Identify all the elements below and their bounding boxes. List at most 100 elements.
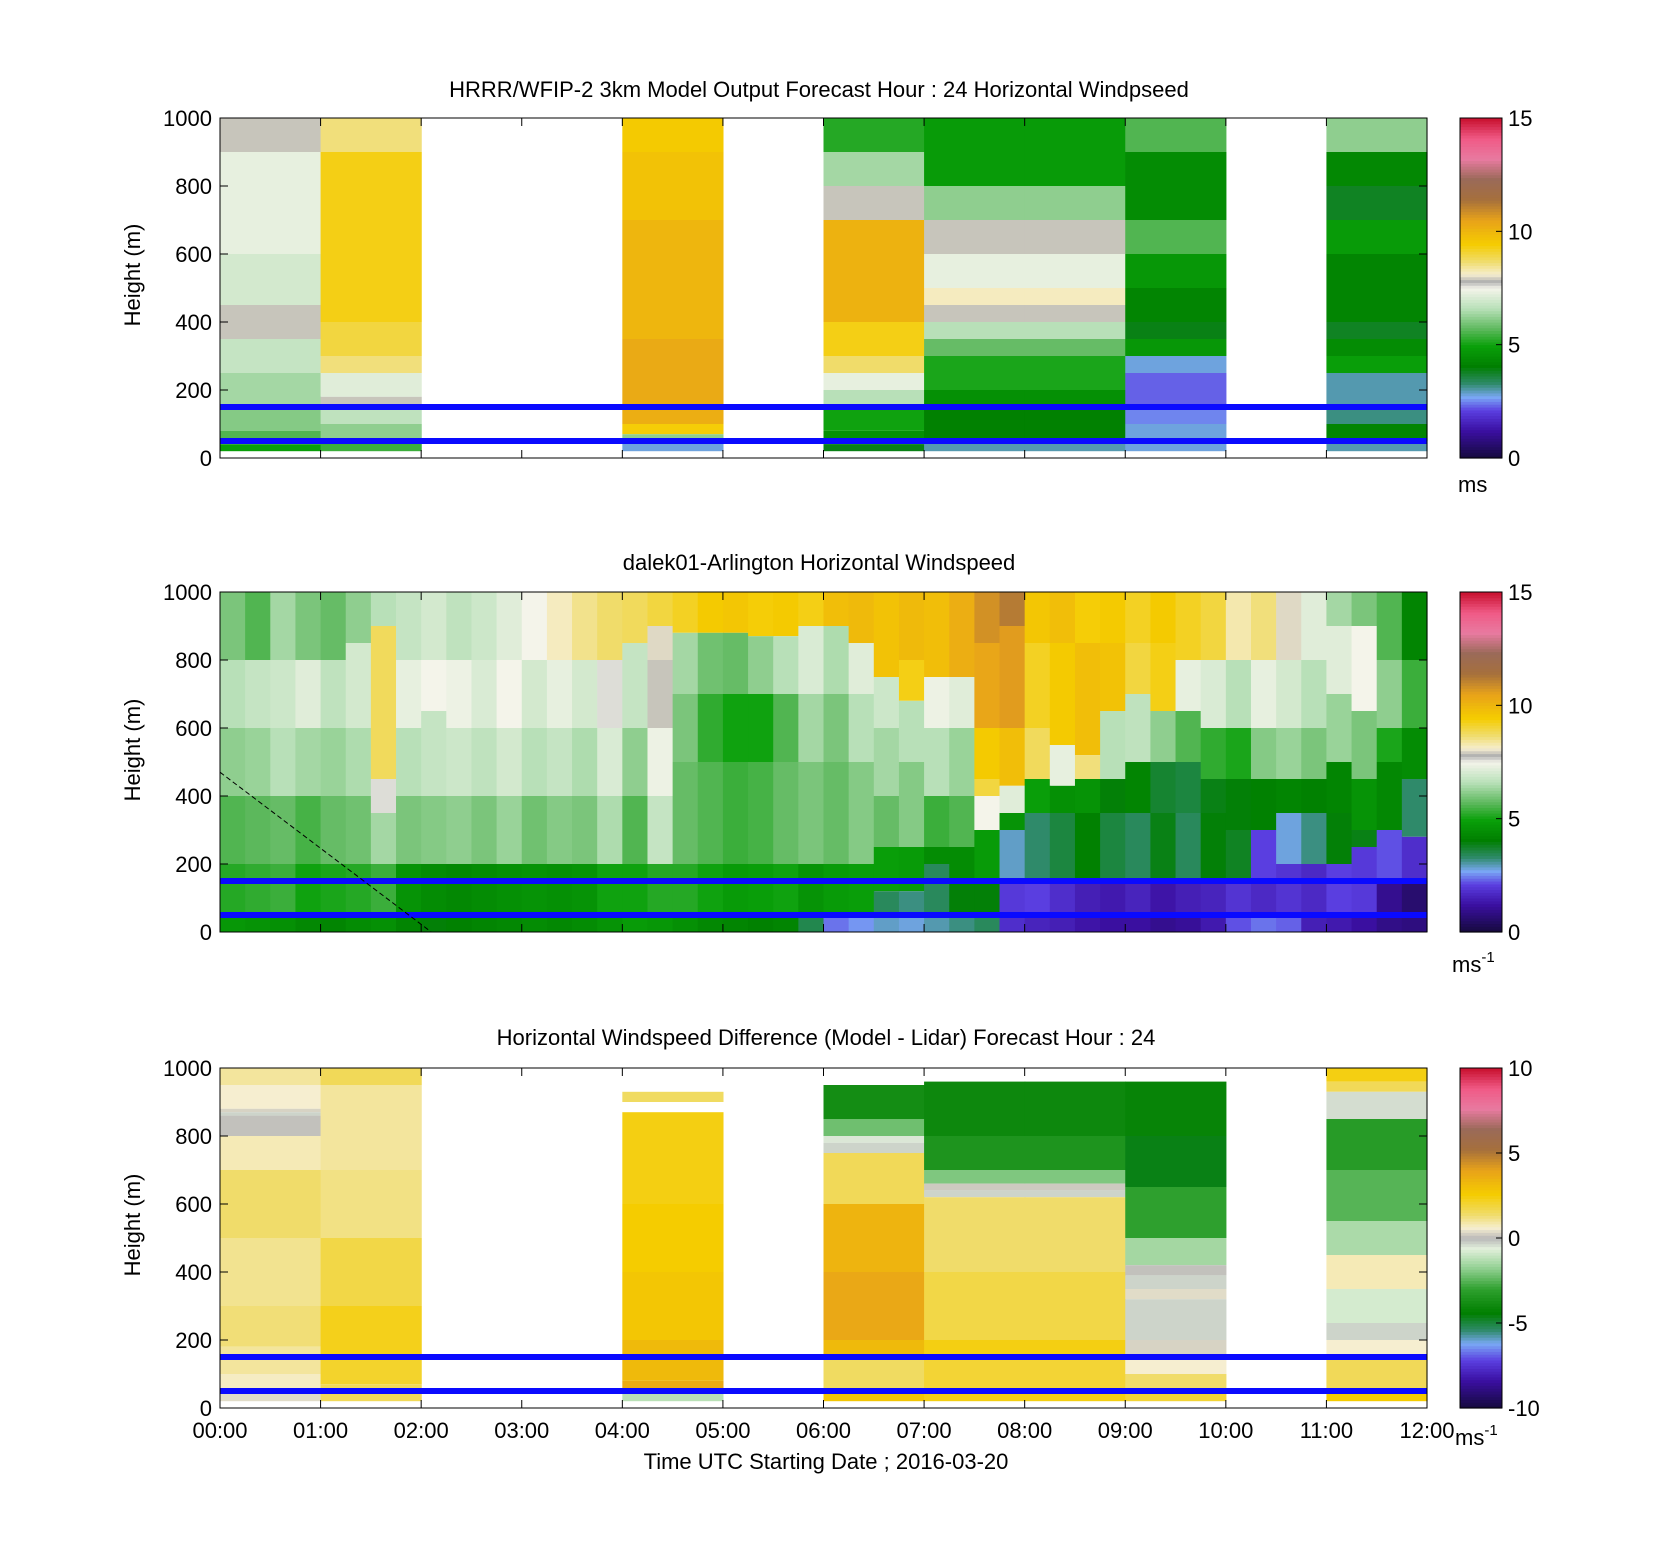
heatmap-cell <box>220 373 322 407</box>
y-tick-label: 400 <box>175 1260 212 1285</box>
colorbar: -10 -5 0 5 10 <box>1459 1056 1540 1421</box>
y-tick-label: 200 <box>175 1328 212 1353</box>
heatmap-cell <box>1100 643 1126 711</box>
heatmap-cell <box>496 660 523 728</box>
colorbar-segment <box>1460 132 1502 136</box>
panel-title: HRRR/WFIP-2 3km Model Output Forecast Ho… <box>449 77 1189 102</box>
heatmap-cell <box>898 700 925 762</box>
heatmap-cell <box>622 152 724 220</box>
colorbar-segment <box>1460 1138 1502 1143</box>
colorbar-segment <box>1460 1096 1502 1100</box>
colorbar-segment <box>1460 790 1502 794</box>
colorbar-segment <box>1460 1124 1502 1129</box>
colorbar-segment <box>1460 713 1502 718</box>
colorbar-segment <box>1460 660 1502 664</box>
heatmap-cell <box>873 677 900 728</box>
colorbar-segment <box>1460 296 1502 300</box>
colorbar-segment <box>1460 739 1502 743</box>
colorbar-segment <box>1460 347 1502 351</box>
heatmap-cell <box>622 915 649 932</box>
colorbar-segment <box>1460 123 1502 128</box>
colorbar-segment <box>1460 611 1502 616</box>
heatmap-cell <box>949 728 975 796</box>
heatmap-cell <box>320 1238 422 1306</box>
colorbar-segment <box>1460 1110 1502 1114</box>
colorbar-segment <box>1460 1130 1502 1134</box>
heatmap-cell <box>873 796 900 847</box>
colorbar-segment <box>1460 186 1502 190</box>
heatmap-cell <box>622 796 649 864</box>
colorbar-segment <box>1460 631 1502 636</box>
colorbar-segment <box>1460 208 1502 213</box>
heatmap-cell <box>1024 1391 1126 1402</box>
colorbar-segment <box>1460 920 1502 925</box>
heatmap-cells <box>220 592 1428 932</box>
colorbar-segment <box>1460 668 1502 672</box>
heatmap-cell <box>245 796 271 864</box>
colorbar-segment <box>1460 163 1502 167</box>
heatmap-cell <box>999 728 1026 786</box>
heatmap-cell <box>446 796 473 864</box>
heatmap-cell <box>823 373 925 390</box>
heatmap-cell <box>748 694 774 762</box>
colorbar-segment <box>1460 367 1502 371</box>
heatmap-cell <box>1376 728 1403 762</box>
colorbar-segment <box>1460 671 1502 675</box>
heatmap-cell <box>521 592 548 660</box>
panel-difference: Horizontal Windspeed Difference (Model -… <box>120 1025 1540 1474</box>
colorbar-segment <box>1460 415 1502 419</box>
colorbar-segment <box>1460 753 1502 757</box>
heatmap-cell <box>823 694 850 762</box>
colorbar-segment <box>1460 804 1502 808</box>
colorbar-segment <box>1460 864 1502 868</box>
colorbar-segment <box>1460 651 1502 655</box>
heatmap-cell <box>1401 779 1428 837</box>
heatmap-cell <box>1125 1265 1227 1276</box>
heatmap-cell <box>1125 1081 1227 1136</box>
colorbar-segment <box>1460 1218 1502 1222</box>
colorbar-segment <box>1460 191 1502 196</box>
colorbar-segment <box>1460 866 1502 871</box>
colorbar-segment <box>1460 268 1502 272</box>
heatmap-cell <box>748 592 774 637</box>
heatmap-cell <box>220 305 322 339</box>
colorbar-segment <box>1460 254 1502 258</box>
colorbar-segment <box>1460 432 1502 436</box>
colorbar-segment <box>1460 188 1502 193</box>
heatmap-cell <box>1276 592 1302 660</box>
heatmap-cell <box>1125 407 1227 424</box>
heatmap-cell <box>924 220 1026 254</box>
heatmap-cell <box>220 1346 322 1374</box>
colorbar-segment <box>1460 120 1502 125</box>
heatmap-cell <box>1074 813 1101 881</box>
heatmap-cell <box>1326 118 1428 152</box>
colorbar-segment <box>1460 279 1502 283</box>
heatmap-cell <box>320 1357 422 1385</box>
y-axis-label: Height (m) <box>120 1174 145 1277</box>
colorbar-segment <box>1460 1393 1502 1398</box>
colorbar-segment <box>1460 801 1502 806</box>
colorbar-segment <box>1460 310 1502 315</box>
heatmap-cell <box>722 915 749 932</box>
colorbar-segment <box>1460 1158 1502 1163</box>
x-tick-label: 01:00 <box>293 1418 348 1443</box>
heatmap-cell <box>320 356 422 373</box>
colorbar-segment <box>1460 654 1502 658</box>
heatmap-cell <box>421 915 447 932</box>
colorbar-segment <box>1460 722 1502 726</box>
colorbar-segment <box>1460 747 1502 752</box>
heatmap-cell <box>345 643 372 728</box>
heatmap-cell <box>1049 643 1076 745</box>
heatmap-cell <box>924 1272 1026 1340</box>
heatmap-cell <box>597 660 623 728</box>
colorbar-segment <box>1460 1382 1502 1386</box>
heatmap-cell <box>1125 762 1151 813</box>
colorbar-segment <box>1460 1104 1502 1109</box>
colorbar-segment <box>1460 228 1502 232</box>
heatmap-cell <box>1225 728 1252 779</box>
heatmap-cell <box>521 728 548 796</box>
heatmap-cell <box>1049 592 1076 643</box>
colorbar-segment <box>1460 1240 1502 1245</box>
heatmap-cell <box>647 728 674 796</box>
colorbar-segment <box>1460 872 1502 876</box>
